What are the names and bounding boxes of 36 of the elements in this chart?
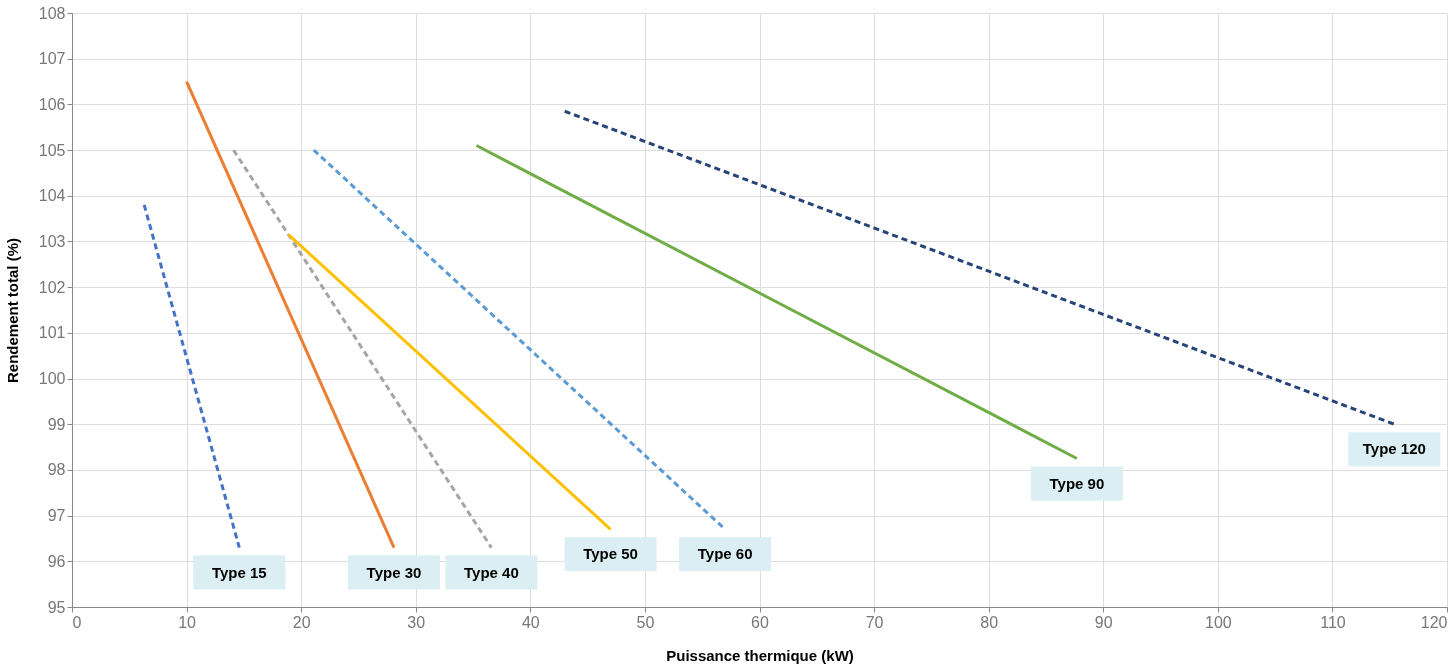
x-tick-label: 90: [1094, 613, 1113, 631]
series-label: Type 40: [464, 563, 519, 581]
y-tick-label: 104: [38, 187, 66, 205]
series-label: Type 120: [1362, 440, 1426, 458]
y-tick-label: 108: [38, 4, 66, 22]
series-label: Type 30: [366, 563, 422, 581]
x-tick-label: 0: [72, 613, 82, 631]
x-tick-label: 40: [521, 613, 540, 631]
y-tick-label: 97: [47, 507, 66, 525]
y-axis-title: Rendement total (%): [3, 237, 21, 384]
x-tick-label: 50: [636, 613, 655, 631]
y-tick-label: 99: [47, 415, 66, 433]
y-tick-label: 107: [38, 50, 66, 68]
y-tick-label: 105: [38, 141, 66, 159]
y-tick-label: 106: [38, 95, 66, 113]
x-tick-label: 110: [1320, 613, 1346, 631]
y-tick-label: 98: [47, 461, 66, 479]
x-tick-label: 70: [865, 613, 884, 631]
x-tick-label: 30: [407, 613, 426, 631]
y-tick-label: 101: [38, 324, 66, 342]
series-label: Type 90: [1049, 474, 1105, 492]
x-tick-label: 60: [751, 613, 769, 631]
x-tick-label: 20: [292, 613, 311, 631]
x-tick-label: 80: [980, 613, 999, 631]
y-tick-label: 96: [47, 552, 66, 570]
y-tick-label: 100: [38, 370, 66, 388]
x-tick-label: 120: [1420, 613, 1448, 631]
x-axis-title: Puissance thermique (kW): [666, 646, 854, 664]
x-tick-label: 10: [178, 613, 197, 631]
series-label: Type 50: [583, 545, 638, 563]
y-tick-label: 95: [47, 598, 66, 616]
series-label: Type 15: [211, 563, 267, 581]
y-tick-label: 103: [38, 232, 66, 250]
series-label: Type 60: [697, 545, 753, 563]
x-tick-label: 100: [1204, 613, 1232, 631]
y-tick-label: 102: [38, 278, 66, 296]
